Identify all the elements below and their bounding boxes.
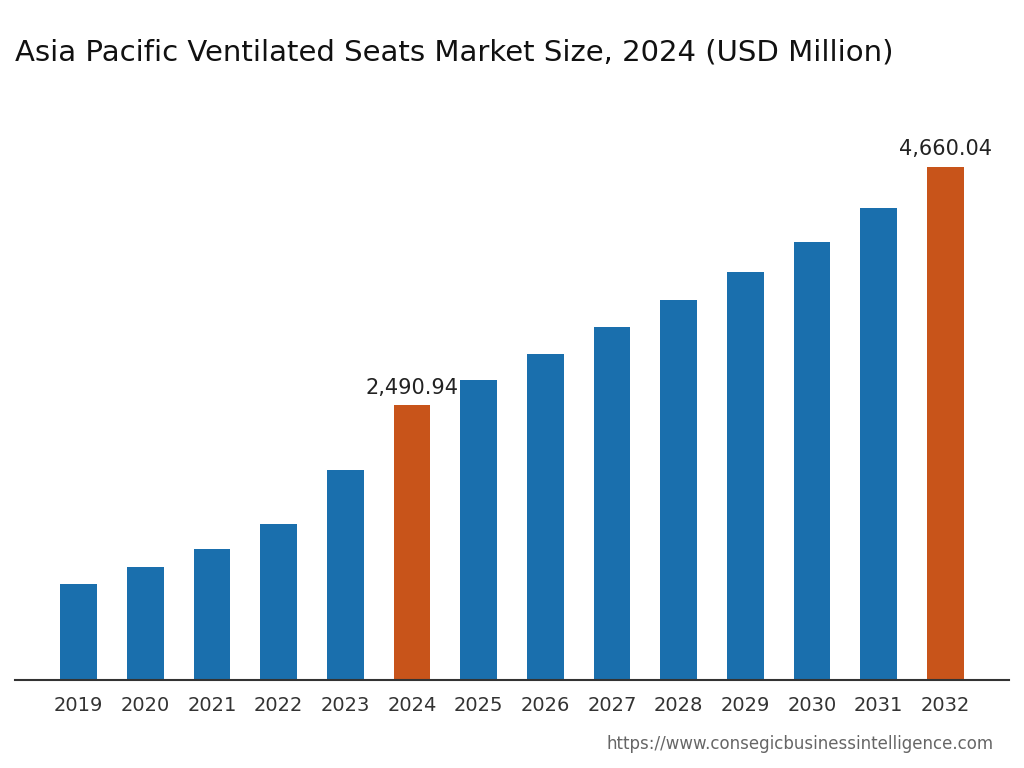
Text: https://www.consegicbusinessintelligence.com: https://www.consegicbusinessintelligence… xyxy=(606,735,993,753)
Bar xyxy=(727,272,764,680)
Bar xyxy=(794,243,830,680)
Bar xyxy=(60,584,97,680)
Bar xyxy=(527,354,563,680)
Bar xyxy=(260,525,297,680)
Bar xyxy=(393,406,430,680)
Bar xyxy=(194,548,230,680)
Bar xyxy=(127,568,164,680)
Bar xyxy=(461,380,497,680)
Bar xyxy=(860,208,897,680)
Text: 4,660.04: 4,660.04 xyxy=(899,139,992,159)
Bar xyxy=(927,167,964,680)
Bar xyxy=(594,327,631,680)
Bar xyxy=(660,300,697,680)
Text: 2,490.94: 2,490.94 xyxy=(366,378,459,398)
Text: Asia Pacific Ventilated Seats Market Size, 2024 (USD Million): Asia Pacific Ventilated Seats Market Siz… xyxy=(15,38,894,66)
Bar xyxy=(327,471,364,680)
